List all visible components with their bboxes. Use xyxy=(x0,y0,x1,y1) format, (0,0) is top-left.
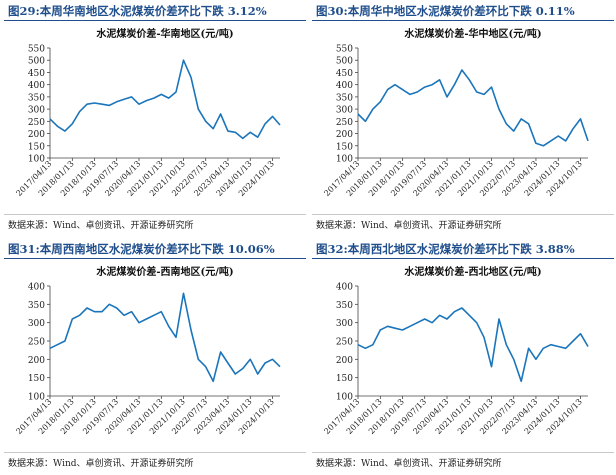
chart-title: 水泥煤炭价差-西北地区(元/吨) xyxy=(403,265,541,278)
figure-header: 图30:本周华中地区水泥煤炭价差环比下跌 0.11% xyxy=(312,2,614,21)
y-tick-label: 350 xyxy=(28,93,45,103)
y-tick-label: 450 xyxy=(336,69,353,79)
y-tick-label: 500 xyxy=(336,57,353,67)
y-tick-label: 400 xyxy=(28,81,45,91)
y-tick-label: 150 xyxy=(336,374,353,384)
y-tick-label: 200 xyxy=(336,130,353,140)
y-tick-label: 350 xyxy=(336,93,353,103)
source-divider xyxy=(312,214,614,215)
figure-30: 图30:本周华中地区水泥煤炭价差环比下跌 0.11% 水泥煤炭价差-华中地区(元… xyxy=(312,2,614,234)
y-tick-label: 200 xyxy=(28,130,45,140)
y-tick-label: 450 xyxy=(28,69,45,79)
chart-northwest-china: 水泥煤炭价差-西北地区(元/吨)100150200250300350400201… xyxy=(322,265,589,436)
series-line xyxy=(357,69,589,147)
figure-title: 本周西北地区水泥煤炭价差环比下跌 3.88% xyxy=(347,242,575,256)
chart-central-china: 水泥煤炭价差-华中地区(元/吨) 100 150 200 250 300 350 400 450… xyxy=(322,27,589,198)
y-tick-label: 200 xyxy=(336,356,353,366)
series-line xyxy=(357,307,589,383)
y-tick-label: 150 xyxy=(336,142,353,152)
figure-label: 图32:本周西北地区水泥煤炭价差环比下跌 3.88% xyxy=(316,242,575,256)
y-tick-label: 100 xyxy=(336,155,353,165)
y-tick-label: 250 xyxy=(28,118,45,128)
y-tick-label: 250 xyxy=(336,338,353,348)
source-note: 数据来源：Wind、卓创资讯、开源证券研究所 xyxy=(316,459,502,469)
y-tick-label: 550 xyxy=(336,45,353,55)
source-divider xyxy=(312,452,614,453)
figure-31: 图31:本周西南地区水泥煤炭价差环比下跌 10.06% 水泥煤炭价差-西南地区(… xyxy=(4,240,306,472)
figure-29: 图29:本周华南地区水泥煤炭价差环比下跌 3.12% 水泥煤炭价差-华南地区(元… xyxy=(4,2,306,234)
figure-32: 图32:本周西北地区水泥煤炭价差环比下跌 3.88% 水泥煤炭价差-西北地区(元… xyxy=(312,240,614,472)
chart-title: 水泥煤炭价差-西南地区(元/吨) xyxy=(95,265,233,278)
y-tick-label: 350 xyxy=(336,301,353,311)
figure-header: 图32:本周西北地区水泥煤炭价差环比下跌 3.88% xyxy=(312,240,614,259)
y-tick-label: 250 xyxy=(336,118,353,128)
y-tick-label: 150 xyxy=(28,142,45,152)
figure-header: 图29:本周华南地区水泥煤炭价差环比下跌 3.12% xyxy=(4,2,306,21)
figure-title: 本周华中地区水泥煤炭价差环比下跌 0.11% xyxy=(347,4,575,18)
y-tick-label: 500 xyxy=(28,57,45,67)
y-tick-label: 100 xyxy=(28,155,45,165)
y-tick-label: 300 xyxy=(336,319,353,329)
y-tick-label: 400 xyxy=(336,81,353,91)
y-tick-label: 400 xyxy=(336,283,353,293)
source-note: 数据来源：Wind、卓创资讯、开源证券研究所 xyxy=(8,459,194,469)
source-note: 数据来源：Wind、卓创资讯、开源证券研究所 xyxy=(316,221,502,231)
source-note: 数据来源：Wind、卓创资讯、开源证券研究所 xyxy=(8,221,194,231)
y-tick-label: 300 xyxy=(28,106,45,116)
y-tick-label: 250 xyxy=(28,338,45,348)
y-tick-label: 300 xyxy=(28,319,45,329)
figure-label: 图29:本周华南地区水泥煤炭价差环比下跌 3.12% xyxy=(8,4,267,18)
source-divider xyxy=(4,214,306,215)
figure-title: 本周华南地区水泥煤炭价差环比下跌 3.12% xyxy=(39,4,267,18)
y-tick-label: 100 xyxy=(28,393,45,403)
y-tick-label: 350 xyxy=(28,301,45,311)
figure-label: 图31:本周西南地区水泥煤炭价差环比下跌 10.06% xyxy=(8,242,275,256)
chart-title: 水泥煤炭价差-华中地区(元/吨) xyxy=(403,27,541,40)
figure-label: 图30:本周华中地区水泥煤炭价差环比下跌 0.11% xyxy=(316,4,575,18)
y-tick-label: 200 xyxy=(28,356,45,366)
series-line xyxy=(49,59,281,140)
figure-title: 本周西南地区水泥煤炭价差环比下跌 10.06% xyxy=(39,242,275,256)
chart-southwest-china: 水泥煤炭价差-西南地区(元/吨)100150200250300350400201… xyxy=(14,265,281,436)
y-tick-label: 300 xyxy=(336,106,353,116)
figure-header: 图31:本周西南地区水泥煤炭价差环比下跌 10.06% xyxy=(4,240,306,259)
chart-title: 水泥煤炭价差-华南地区(元/吨) xyxy=(95,27,233,40)
y-tick-label: 550 xyxy=(28,45,45,55)
source-divider xyxy=(4,452,306,453)
y-tick-label: 100 xyxy=(336,393,353,403)
y-tick-label: 150 xyxy=(28,374,45,384)
chart-south-china: 水泥煤炭价差-华南地区(元/吨) 100 150 200 250 300 350 400 450… xyxy=(14,27,281,198)
y-tick-label: 400 xyxy=(28,283,45,293)
series-line xyxy=(49,292,281,383)
